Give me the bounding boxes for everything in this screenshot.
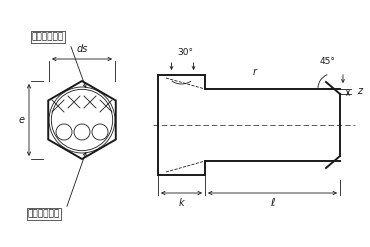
Text: ds: ds: [76, 44, 88, 54]
Text: 30°: 30°: [178, 48, 194, 58]
Text: ℓ: ℓ: [270, 198, 275, 208]
Text: e: e: [19, 115, 25, 125]
Text: メーカー表示: メーカー表示: [28, 209, 60, 219]
Text: 強度区分表示: 強度区分表示: [32, 33, 64, 41]
Text: r: r: [253, 67, 257, 77]
Text: z: z: [357, 86, 362, 97]
Text: 45°: 45°: [319, 57, 335, 65]
Text: k: k: [179, 198, 184, 208]
